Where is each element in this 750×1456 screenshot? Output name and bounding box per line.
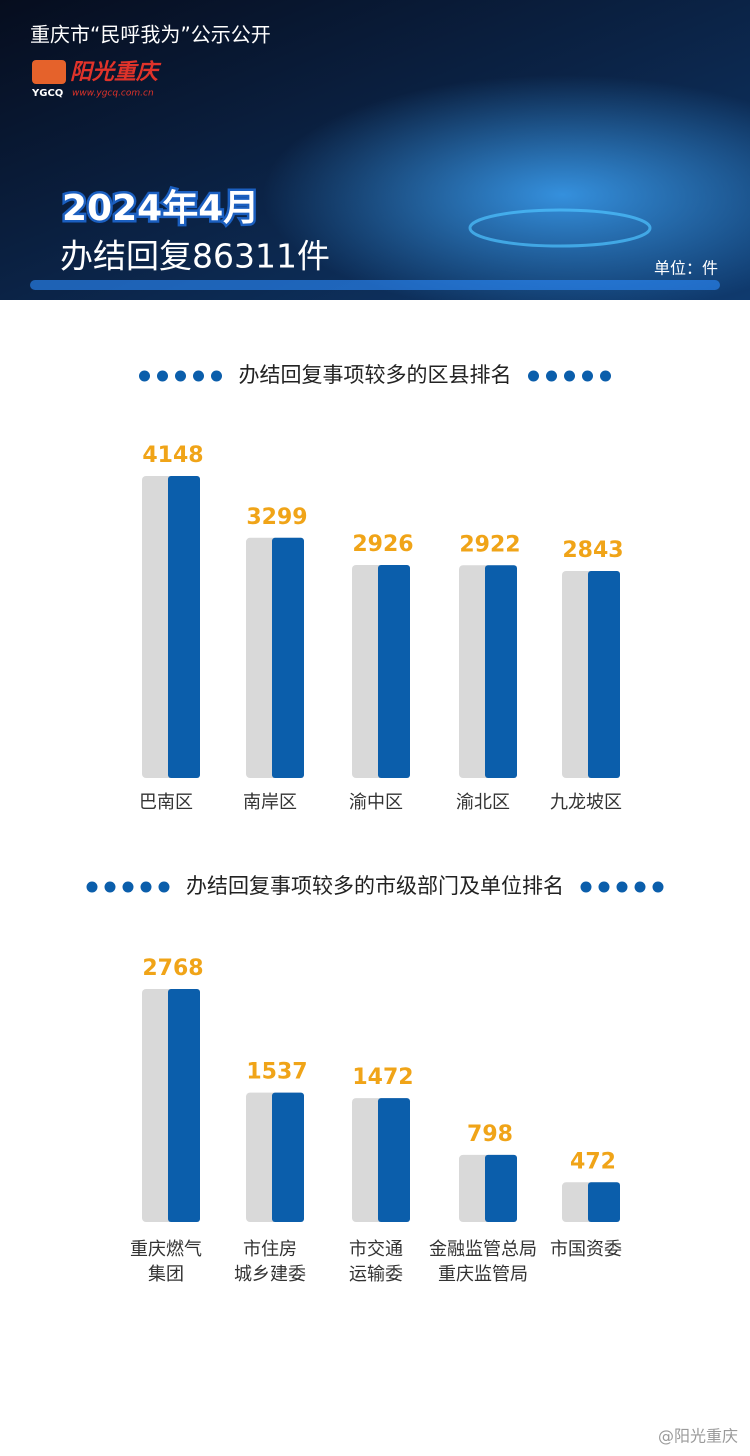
bar	[485, 565, 517, 778]
header-total: 办结回复86311件	[60, 237, 330, 276]
header-title: 重庆市“民呼我为”公示公开	[30, 23, 271, 47]
title-dot	[598, 881, 610, 893]
category-label: 集团	[148, 1264, 184, 1285]
category-label: 市交通	[349, 1239, 403, 1260]
bar	[168, 476, 200, 778]
category-label: 重庆监管局	[438, 1264, 528, 1285]
title-dot	[104, 881, 116, 893]
title-dot	[140, 881, 152, 893]
category-label: 金融监管总局	[429, 1239, 537, 1260]
banner-ring	[468, 208, 652, 248]
category-label: 南岸区	[243, 792, 297, 813]
category-label: 九龙坡区	[550, 792, 622, 813]
logo-url: www.ygcq.com.cn	[72, 89, 154, 99]
value-label: 472	[570, 1149, 616, 1174]
value-label: 798	[467, 1122, 513, 1147]
logo-text: 阳光重庆	[70, 59, 162, 85]
title-dot	[564, 370, 575, 382]
banner-glow	[0, 0, 750, 300]
title-dot	[600, 370, 611, 382]
chart-title: 办结回复事项较多的区县排名	[239, 363, 512, 387]
category-label: 市国资委	[550, 1239, 622, 1260]
category-label: 渝中区	[349, 792, 403, 813]
category-label: 运输委	[349, 1264, 403, 1285]
category-label: 巴南区	[139, 792, 193, 813]
category-label: 渝北区	[456, 792, 510, 813]
bar	[272, 1092, 304, 1222]
logo-abbr: YGCQ	[31, 88, 63, 99]
title-dot	[634, 881, 646, 893]
category-label: 城乡建委	[234, 1264, 306, 1285]
title-dot	[175, 370, 186, 382]
value-label: 3299	[246, 505, 307, 530]
category-label: 市住房	[243, 1239, 297, 1260]
value-label: 2768	[142, 956, 203, 981]
title-dot	[528, 370, 539, 382]
bar	[272, 537, 304, 778]
value-label: 2843	[562, 538, 623, 563]
watermark: @阳光重庆	[658, 1427, 738, 1446]
header-month: 2024年4月	[62, 188, 259, 229]
title-dot	[546, 370, 557, 382]
title-dot	[157, 370, 168, 382]
title-dot	[211, 370, 222, 382]
title-dot	[158, 881, 170, 893]
title-dot	[122, 881, 134, 893]
bar	[485, 1154, 517, 1222]
title-dot	[139, 370, 150, 382]
title-dot	[580, 881, 592, 893]
bar	[588, 1182, 620, 1222]
title-dot	[616, 881, 628, 893]
value-label: 4148	[142, 443, 203, 468]
title-dot	[582, 370, 593, 382]
banner-line	[30, 280, 720, 290]
title-dot	[86, 881, 98, 893]
bar	[378, 564, 410, 778]
bar	[168, 989, 200, 1222]
value-label: 2922	[459, 532, 520, 557]
logo-icon	[32, 60, 66, 84]
value-label: 1537	[246, 1060, 307, 1085]
category-label: 重庆燃气	[130, 1239, 202, 1260]
value-label: 2926	[352, 532, 413, 557]
title-dot	[193, 370, 204, 382]
bar	[588, 571, 620, 778]
bar	[378, 1098, 410, 1222]
title-dot	[652, 881, 664, 893]
value-label: 1472	[352, 1065, 413, 1090]
chart-title: 办结回复事项较多的市级部门及单位排名	[186, 874, 564, 898]
unit-label: 单位：件	[654, 259, 718, 278]
